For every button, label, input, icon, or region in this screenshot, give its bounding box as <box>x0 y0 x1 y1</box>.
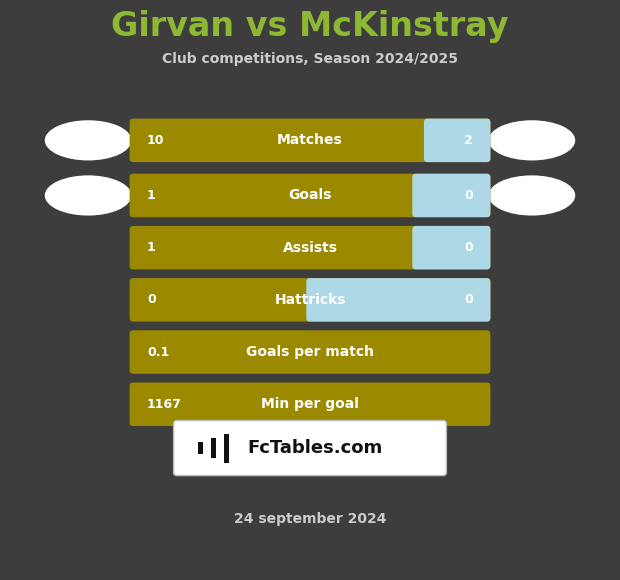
FancyBboxPatch shape <box>211 438 216 458</box>
Text: Goals: Goals <box>288 188 332 202</box>
Ellipse shape <box>45 120 131 161</box>
Text: 0.1: 0.1 <box>147 346 169 358</box>
Text: 0: 0 <box>464 293 473 306</box>
Text: Club competitions, Season 2024/2025: Club competitions, Season 2024/2025 <box>162 52 458 66</box>
Text: 0: 0 <box>464 241 473 254</box>
FancyBboxPatch shape <box>130 330 490 374</box>
FancyBboxPatch shape <box>412 174 490 217</box>
Text: 1167: 1167 <box>147 398 182 411</box>
FancyBboxPatch shape <box>424 119 490 162</box>
FancyBboxPatch shape <box>174 420 446 476</box>
Text: 2: 2 <box>464 134 473 147</box>
Ellipse shape <box>489 175 575 216</box>
Text: Assists: Assists <box>283 241 337 255</box>
FancyBboxPatch shape <box>130 119 490 162</box>
Text: Goals per match: Goals per match <box>246 345 374 359</box>
Text: Min per goal: Min per goal <box>261 397 359 411</box>
FancyBboxPatch shape <box>198 442 203 455</box>
Text: 1: 1 <box>147 241 156 254</box>
FancyBboxPatch shape <box>130 383 490 426</box>
Text: 0: 0 <box>464 189 473 202</box>
FancyBboxPatch shape <box>130 278 490 321</box>
Ellipse shape <box>489 120 575 161</box>
Text: Matches: Matches <box>277 133 343 147</box>
Text: Hattricks: Hattricks <box>274 293 346 307</box>
FancyBboxPatch shape <box>130 174 490 217</box>
Text: 24 september 2024: 24 september 2024 <box>234 512 386 526</box>
Text: 10: 10 <box>147 134 164 147</box>
Text: FcTables.com: FcTables.com <box>248 439 383 457</box>
FancyBboxPatch shape <box>224 434 229 463</box>
FancyBboxPatch shape <box>306 278 490 321</box>
FancyBboxPatch shape <box>130 226 490 269</box>
Text: 0: 0 <box>147 293 156 306</box>
Ellipse shape <box>45 175 131 216</box>
FancyBboxPatch shape <box>412 226 490 269</box>
Text: Girvan vs McKinstray: Girvan vs McKinstray <box>111 10 509 42</box>
Text: 1: 1 <box>147 189 156 202</box>
